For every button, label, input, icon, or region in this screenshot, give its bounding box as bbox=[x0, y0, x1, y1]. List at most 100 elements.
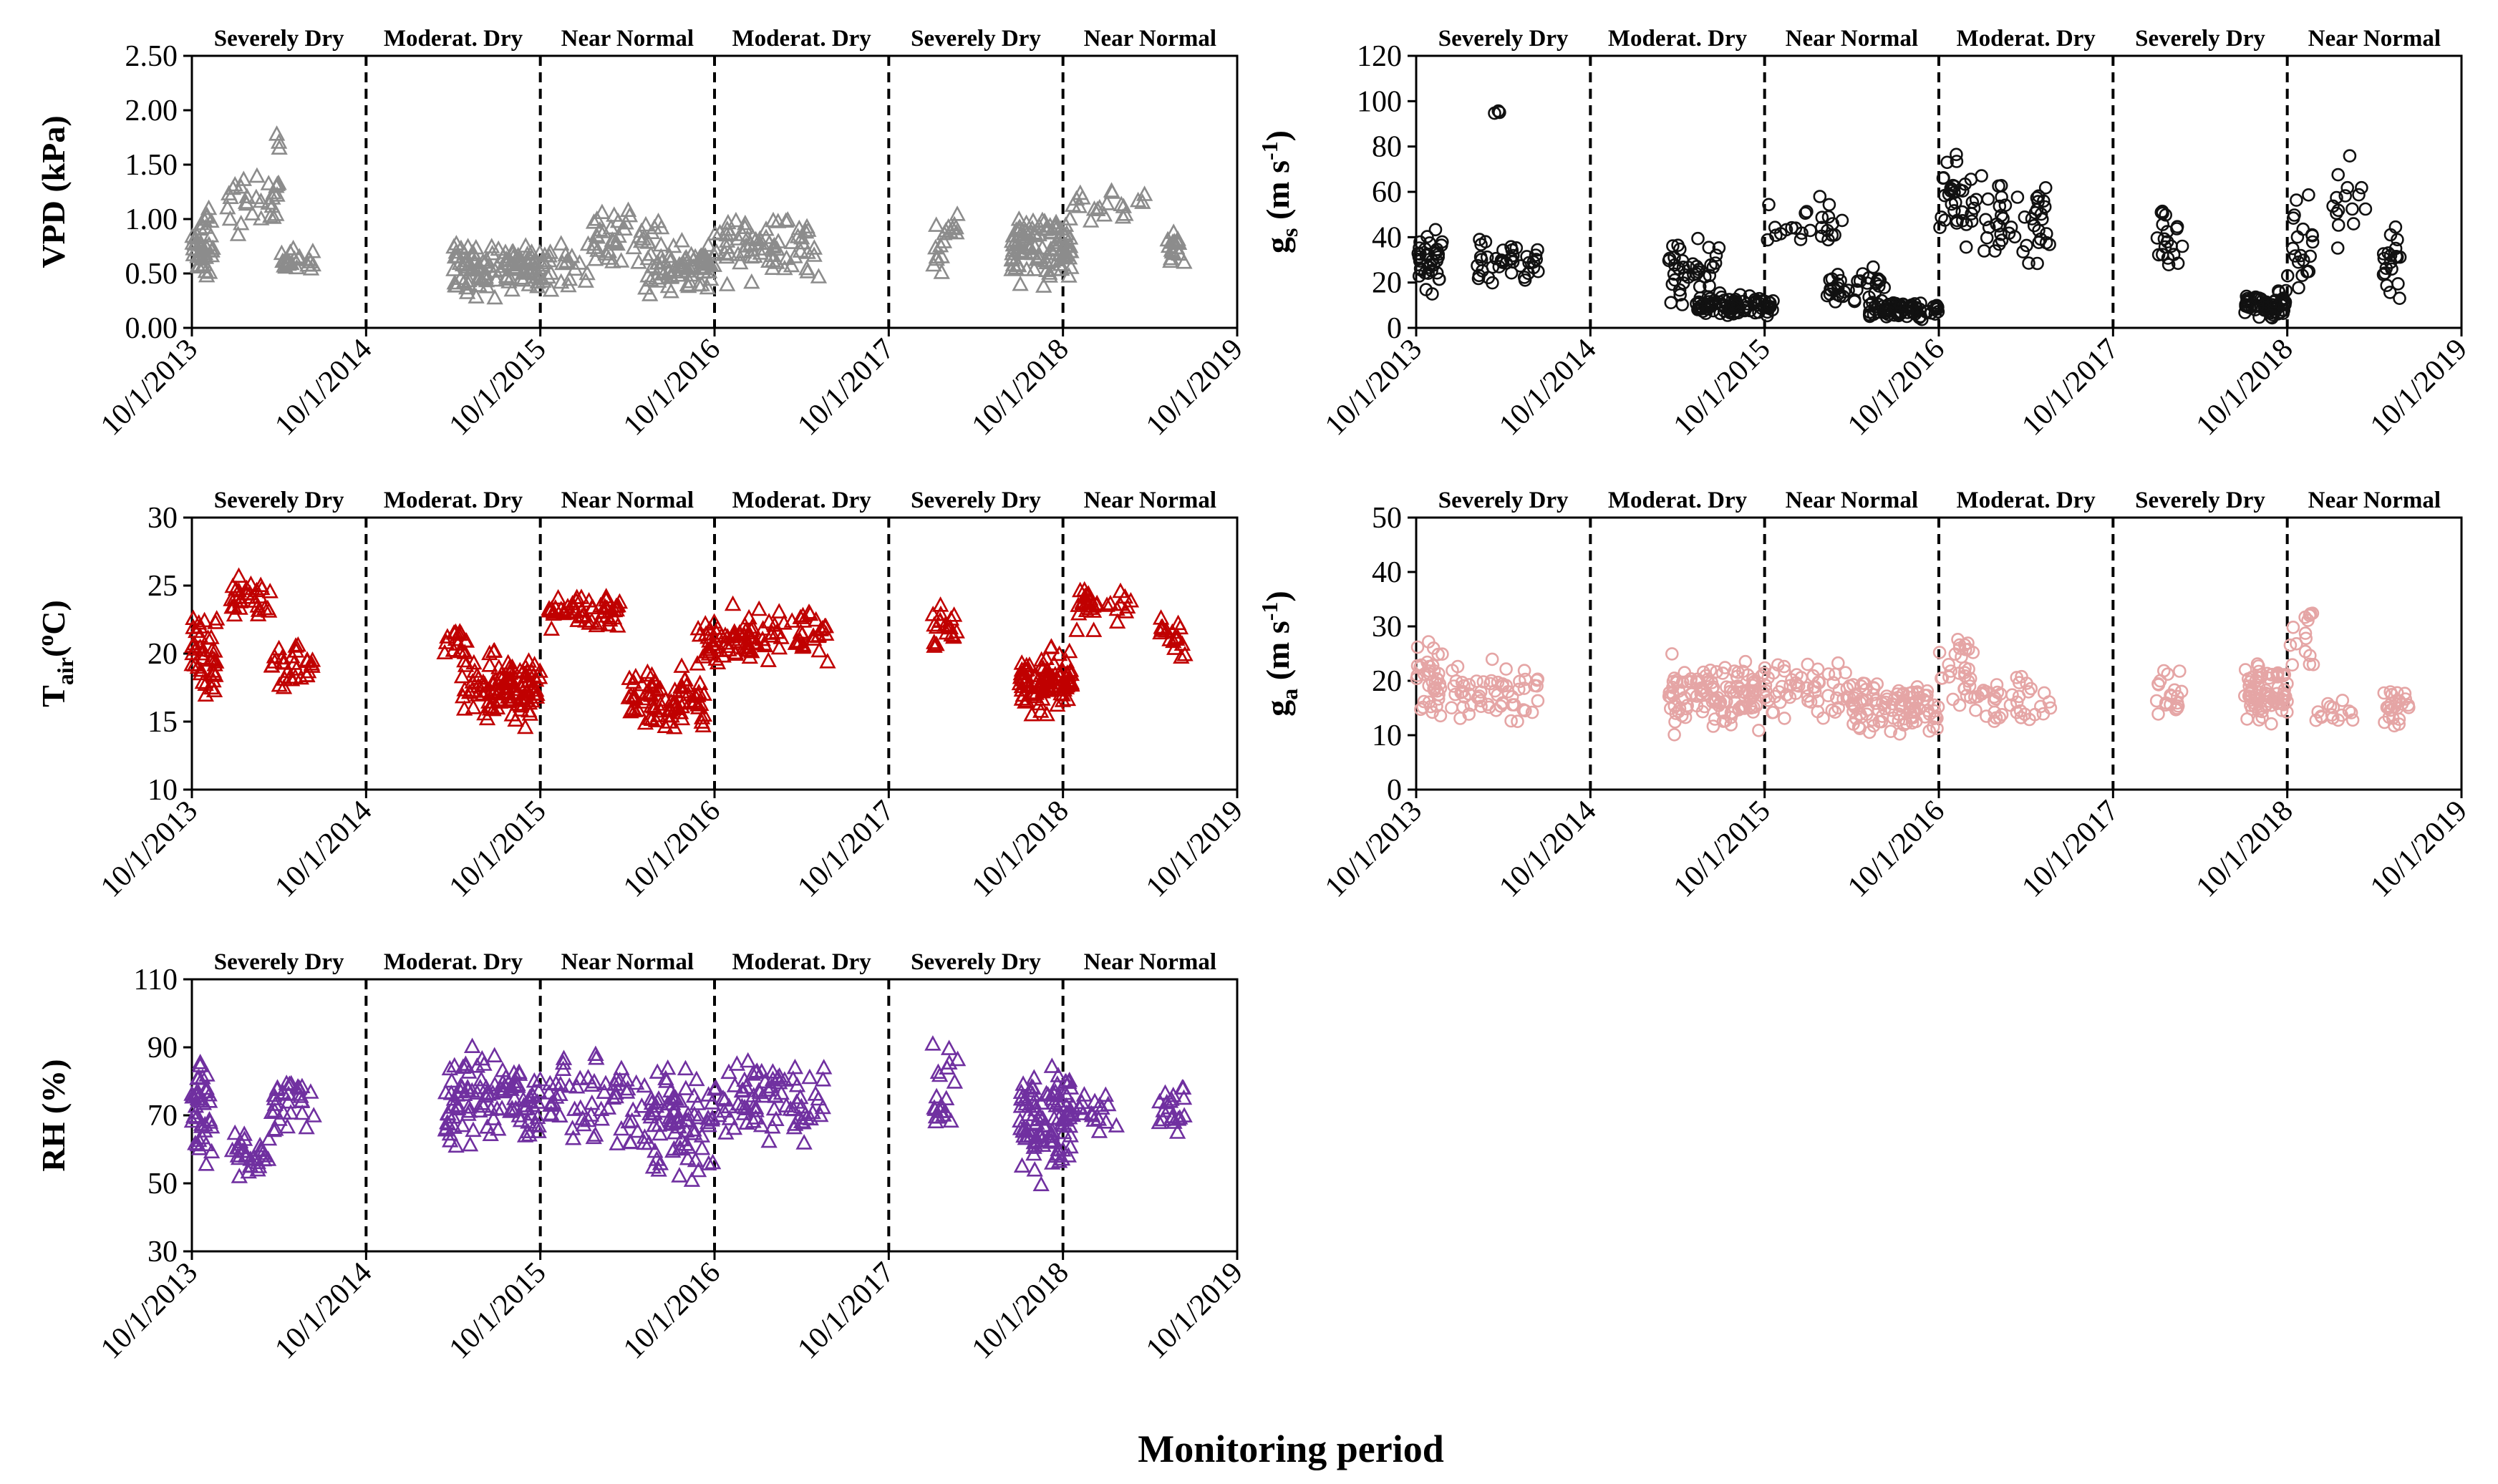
tair-data-point bbox=[652, 695, 669, 711]
ga-data-point bbox=[1922, 724, 1936, 738]
vpd-data-point bbox=[276, 257, 293, 273]
ga-data-point bbox=[1768, 689, 1782, 704]
rh-data-point bbox=[1055, 1123, 1073, 1140]
rh-data-point bbox=[587, 1045, 604, 1061]
vpd-data-point bbox=[935, 233, 953, 248]
gs-y-label-part: (m s bbox=[1259, 160, 1296, 228]
rh-data-point bbox=[624, 1101, 642, 1117]
gs-season-label: Near Normal bbox=[1786, 26, 1918, 52]
rh-data-point bbox=[495, 1082, 513, 1098]
rh-data-point bbox=[185, 1087, 203, 1104]
vpd-xtick-label: 10/1/2015 bbox=[443, 333, 553, 442]
vpd-data-point bbox=[737, 237, 755, 253]
gs-data-point bbox=[1813, 190, 1827, 203]
ga-data-point bbox=[1667, 671, 1681, 685]
tair-data-point bbox=[743, 642, 760, 659]
tair-data-point bbox=[588, 616, 605, 633]
rh-data-point bbox=[275, 1104, 292, 1120]
ga-data-point bbox=[2010, 671, 2024, 684]
gs-data-point bbox=[2391, 277, 2405, 291]
tair-data-point bbox=[1032, 702, 1050, 718]
rh-data-point bbox=[561, 1077, 578, 1093]
rh-data-point bbox=[298, 1118, 315, 1135]
tair-data-point bbox=[300, 662, 317, 679]
rh-data-point bbox=[1108, 1117, 1125, 1133]
rh-data-point bbox=[668, 1112, 686, 1129]
vpd-data-point bbox=[468, 288, 485, 304]
tair-data-point bbox=[191, 618, 208, 634]
vpd-data-point bbox=[1031, 247, 1049, 263]
vpd-data-point bbox=[268, 186, 286, 202]
gs-xtick-label: 10/1/2017 bbox=[2015, 333, 2125, 442]
rh-data-point bbox=[460, 1098, 478, 1114]
rh-data-point bbox=[690, 1108, 707, 1125]
tair-data-point bbox=[470, 676, 487, 693]
vpd-data-point bbox=[732, 253, 749, 270]
rh-data-point bbox=[200, 1085, 218, 1102]
gs-data-point bbox=[1709, 248, 1723, 262]
ga-data-point bbox=[1777, 659, 1791, 674]
vpd-data-point bbox=[302, 253, 319, 268]
tair-data-point bbox=[789, 633, 806, 649]
vpd-data-point bbox=[265, 183, 282, 200]
rh-data-point bbox=[266, 1090, 284, 1105]
rh-data-point bbox=[564, 1129, 582, 1145]
vpd-data-point bbox=[1074, 189, 1091, 205]
rh-data-point bbox=[769, 1069, 787, 1085]
vpd-data-point bbox=[705, 256, 722, 272]
gs-data-point bbox=[1664, 296, 1678, 310]
ga-data-point bbox=[1427, 682, 1441, 696]
rh-season-label: Near Normal bbox=[1084, 949, 1216, 975]
gs-data-point bbox=[2265, 311, 2279, 325]
gs-data-point bbox=[2331, 168, 2345, 182]
rh-data-point bbox=[1047, 1147, 1065, 1163]
ga-data-point bbox=[1839, 666, 1852, 680]
gs-y-axis-label: gs (m s-1) bbox=[1257, 130, 1302, 253]
rh-data-point bbox=[647, 1097, 665, 1113]
tair-data-point bbox=[286, 654, 303, 670]
vpd-data-point bbox=[459, 258, 477, 273]
rh-data-point bbox=[554, 1054, 572, 1070]
tair-data-point bbox=[511, 661, 528, 678]
ga-data-point bbox=[1771, 658, 1785, 672]
ga-data-point bbox=[1695, 704, 1710, 719]
vpd-data-point bbox=[542, 264, 560, 280]
gs-data-point bbox=[1763, 300, 1777, 314]
rh-data-point bbox=[1060, 1147, 1077, 1163]
ga-data-point bbox=[2286, 620, 2300, 634]
tair-points bbox=[183, 567, 1194, 734]
ga-data-point bbox=[2259, 686, 2272, 700]
rh-data-point bbox=[235, 1142, 252, 1158]
rh-data-point bbox=[736, 1098, 753, 1115]
gs-data-point bbox=[1678, 268, 1692, 282]
rh-data-point bbox=[1064, 1106, 1082, 1122]
tair-data-point bbox=[694, 717, 712, 733]
rh-data-point bbox=[189, 1135, 206, 1152]
ga-data-point bbox=[1680, 702, 1693, 716]
rh-data-point bbox=[720, 1063, 737, 1080]
ga-data-point bbox=[1962, 662, 1975, 676]
tair-data-point bbox=[485, 642, 503, 659]
tair-data-point bbox=[514, 663, 531, 679]
vpd-data-point bbox=[594, 203, 611, 220]
ga-data-point bbox=[1828, 705, 1842, 719]
vpd-data-point bbox=[1046, 236, 1063, 252]
vpd-data-point bbox=[460, 271, 478, 288]
ga-data-point bbox=[1759, 690, 1773, 704]
rh-xtick-label: 10/1/2013 bbox=[95, 1256, 204, 1366]
tair-data-point bbox=[490, 690, 508, 707]
vpd-data-point bbox=[719, 220, 736, 236]
vpd-data-point bbox=[1004, 256, 1022, 271]
gs-data-point bbox=[1896, 297, 1909, 311]
vpd-data-point bbox=[1113, 195, 1130, 212]
tair-data-point bbox=[185, 609, 202, 626]
tair-data-point bbox=[1033, 651, 1050, 667]
gs-data-point bbox=[1531, 243, 1544, 257]
vpd-data-point bbox=[644, 258, 662, 273]
gs-data-point bbox=[1673, 288, 1687, 302]
ga-xtick-label: 10/1/2017 bbox=[2015, 795, 2125, 904]
gs-data-point bbox=[2300, 265, 2314, 279]
gs-xtick-label: 10/1/2013 bbox=[1319, 333, 1428, 442]
tair-data-point bbox=[437, 634, 455, 649]
gs-data-point bbox=[2346, 217, 2361, 231]
